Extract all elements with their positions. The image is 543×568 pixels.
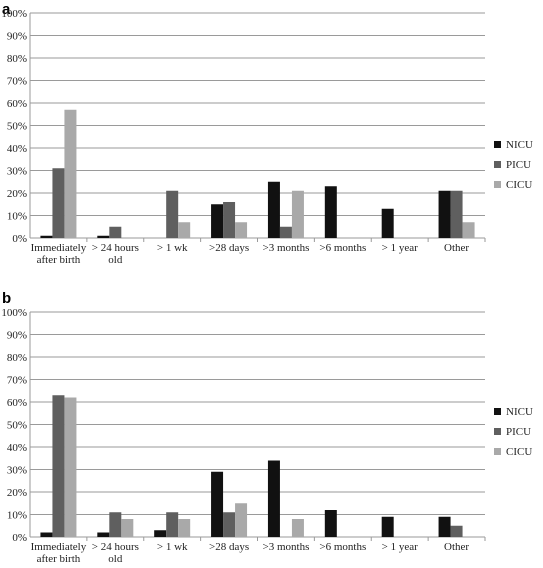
- chart-panel-a: a 0% 10% 20% 30% 40% 50% 60% 70% 80% 90% 100% Immedi…: [1, 1, 533, 266]
- y-tick-label: 90%: [7, 31, 27, 43]
- y-tick-label: 100%: [1, 8, 27, 20]
- bar-cicu: [235, 503, 248, 537]
- x-category-label: > 1 year: [382, 242, 418, 254]
- bar-nicu: [154, 530, 167, 537]
- legend-label-nicu: NICU: [506, 406, 533, 418]
- x-category-label: > 1 year: [382, 541, 418, 553]
- bar-nicu: [211, 471, 224, 537]
- bar-nicu: [438, 516, 451, 537]
- y-tick-label: 90%: [7, 330, 27, 342]
- x-category-label: >6 months: [319, 541, 366, 553]
- x-category-label: >3 months: [263, 541, 310, 553]
- bar-picu: [52, 395, 65, 537]
- legend-swatch-cicu: [494, 181, 501, 188]
- y-tick-label: 100%: [1, 307, 27, 319]
- bar-cicu: [291, 190, 304, 238]
- panel-label: b: [2, 290, 11, 307]
- bar-cicu: [178, 519, 191, 537]
- x-category-label: old: [108, 553, 123, 565]
- y-tick-label: 50%: [7, 121, 27, 133]
- bar-cicu: [64, 397, 77, 537]
- bar-cicu: [178, 222, 191, 238]
- y-tick-label: 50%: [7, 420, 27, 432]
- legend-label-picu: PICU: [506, 159, 531, 171]
- bar-nicu: [267, 460, 280, 537]
- y-tick-label: 60%: [7, 98, 27, 110]
- y-tick-label: 80%: [7, 352, 27, 364]
- bar-nicu: [381, 516, 394, 537]
- bar-nicu: [97, 235, 110, 238]
- bar-nicu: [267, 181, 280, 238]
- x-category-label: >6 months: [319, 242, 366, 254]
- bar-nicu: [381, 208, 394, 238]
- legend-swatch-nicu: [494, 141, 501, 148]
- bar-nicu: [438, 190, 451, 238]
- bar-nicu: [324, 186, 337, 238]
- y-tick-label: 40%: [7, 442, 27, 454]
- legend-swatch-nicu: [494, 408, 501, 415]
- x-category-label: Other: [444, 541, 469, 553]
- x-category-label: > 24 hours: [92, 541, 139, 553]
- chart-panel-b: b 0% 10% 20% 30% 40% 50% 60% 70% 80% 90% 100% Immedi…: [1, 290, 533, 565]
- legend-label-cicu: CICU: [506, 446, 532, 458]
- x-category-label: > 1 wk: [157, 541, 188, 553]
- y-tick-label: 0%: [12, 233, 27, 245]
- bar-picu: [166, 512, 179, 537]
- legend-label-nicu: NICU: [506, 139, 533, 151]
- x-category-label: after birth: [37, 254, 81, 266]
- y-tick-label: 80%: [7, 53, 27, 65]
- bar-cicu: [121, 519, 134, 537]
- x-category-label: Immediately: [31, 242, 87, 254]
- x-category-label: Other: [444, 242, 469, 254]
- x-category-label: Immediately: [31, 541, 87, 553]
- y-tick-label: 20%: [7, 188, 27, 200]
- x-category-label: > 1 wk: [157, 242, 188, 254]
- bar-picu: [279, 226, 292, 238]
- bar-picu: [109, 512, 122, 537]
- bar-cicu: [64, 109, 77, 238]
- legend-swatch-cicu: [494, 448, 501, 455]
- legend-swatch-picu: [494, 428, 501, 435]
- x-category-label: after birth: [37, 553, 81, 565]
- bar-nicu: [211, 204, 224, 238]
- x-category-label: >28 days: [209, 242, 249, 254]
- y-tick-label: 10%: [7, 510, 27, 522]
- bar-nicu: [324, 510, 337, 537]
- bar-cicu: [235, 222, 248, 238]
- legend-swatch-picu: [494, 161, 501, 168]
- y-tick-label: 0%: [12, 532, 27, 544]
- bar-picu: [223, 202, 236, 238]
- x-category-label: old: [108, 254, 123, 266]
- y-tick-label: 40%: [7, 143, 27, 155]
- x-category-label: > 24 hours: [92, 242, 139, 254]
- bar-cicu: [462, 222, 475, 238]
- legend-label-picu: PICU: [506, 426, 531, 438]
- legend-label-cicu: CICU: [506, 179, 532, 191]
- y-tick-label: 60%: [7, 397, 27, 409]
- bar-cicu: [291, 519, 304, 537]
- y-tick-label: 20%: [7, 487, 27, 499]
- y-tick-label: 30%: [7, 166, 27, 178]
- bar-picu: [52, 168, 65, 238]
- y-tick-label: 10%: [7, 211, 27, 223]
- y-tick-label: 30%: [7, 465, 27, 477]
- y-tick-label: 70%: [7, 76, 27, 88]
- bar-picu: [109, 226, 122, 238]
- panel-label: a: [2, 1, 11, 18]
- x-category-label: >3 months: [263, 242, 310, 254]
- bar-picu: [223, 512, 236, 537]
- x-category-label: >28 days: [209, 541, 249, 553]
- y-tick-label: 70%: [7, 375, 27, 387]
- bar-picu: [450, 190, 463, 238]
- bar-nicu: [40, 235, 53, 238]
- bar-picu: [166, 190, 179, 238]
- bar-picu: [450, 525, 463, 537]
- bar-nicu: [40, 532, 53, 537]
- bar-nicu: [97, 532, 110, 537]
